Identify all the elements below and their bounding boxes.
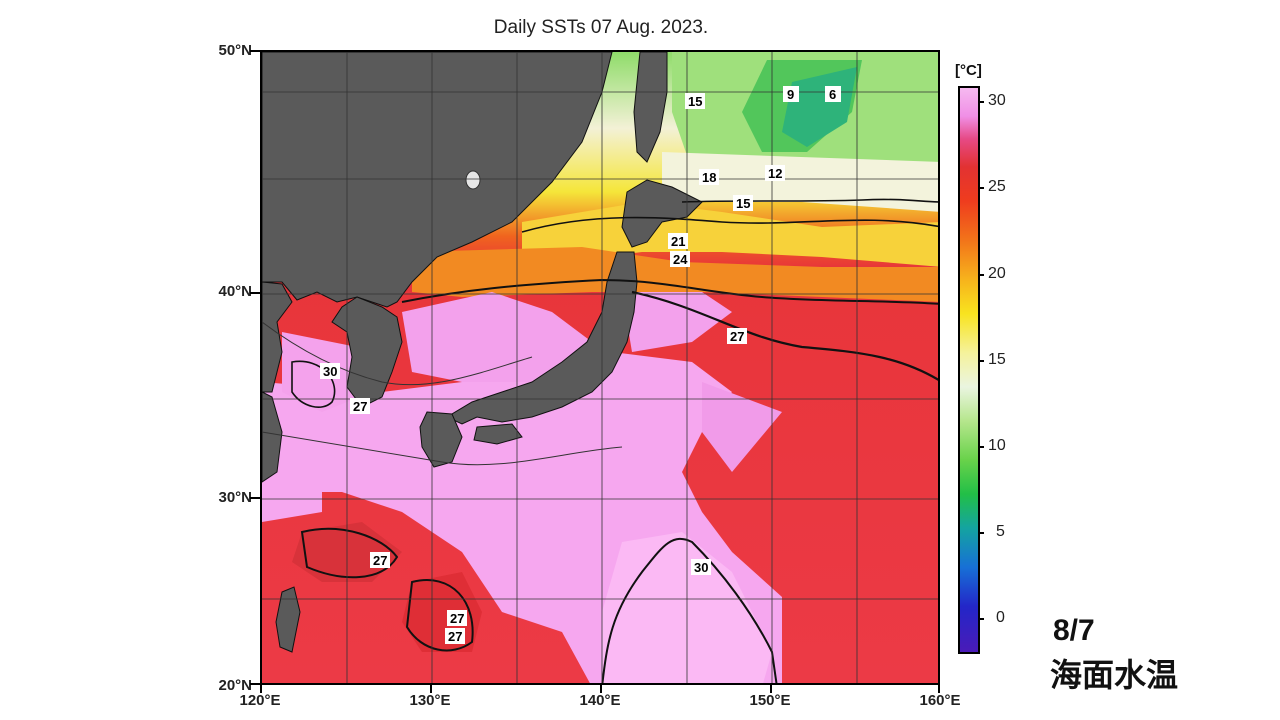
contour-label: 21 [671,234,685,249]
lat-tick [250,497,260,499]
lon-tick [600,685,602,693]
isotherm-24 [401,278,938,305]
colorbar-unit: [°C] [955,62,982,79]
colorbar-label-5: 5 [996,523,1005,540]
lon-label-120e: 120°E [239,692,281,709]
colorbar-tick [978,187,984,189]
land-taiwan [275,586,301,653]
lat-tick [250,50,260,52]
isotherm-27-loop [405,579,474,652]
contour-label: 24 [673,252,688,267]
land-mainland [262,52,613,308]
lon-tick [770,685,772,693]
isotherm-21 [521,216,938,233]
colorbar [958,86,980,654]
colorbar-tick [978,532,984,534]
land-kyushu [419,411,463,468]
isotherm-27 [631,290,938,381]
isotherm-15 [681,198,938,203]
warm-region [402,292,592,382]
lat-tick [250,292,260,294]
lat-label-40n: 40°N [218,283,252,300]
isotherm-thin [262,431,623,466]
contour-label: 6 [829,87,836,102]
warm-region [702,382,782,472]
isotherm-thin [262,321,533,386]
land-sakhalin [633,52,668,163]
lon-label-130e: 130°E [409,692,451,709]
lon-label-140e: 140°E [579,692,621,709]
land-china-coast [262,281,293,393]
contour-label: 15 [736,196,750,211]
colorbar-tick [978,446,984,448]
lon-tick [938,685,940,693]
map-title: Daily SSTs 07 Aug. 2023. [493,17,709,38]
contour-label: 15 [688,94,702,109]
land-honshu [445,251,638,425]
contour-label: 12 [768,166,782,181]
isotherm-27-loop [300,527,399,579]
contour-label: 18 [702,170,716,185]
land-shikoku [473,423,523,445]
pale-band [662,152,938,212]
contour-label: 27 [448,629,462,644]
contour-label: 27 [450,611,464,626]
contour-label: 27 [373,553,387,568]
date-label: 8/7 [1053,614,1095,647]
contour-label: 9 [787,87,794,102]
colorbar-tick [978,360,984,362]
warm-region [622,292,732,352]
colorbar-tick [978,618,984,620]
colorbar-label-10: 10 [988,437,1006,454]
contour-label: 30 [323,364,337,379]
orange-band [412,247,938,302]
sst-map-svg: 15 9 6 18 12 15 21 24 27 30 27 27 27 27 … [262,52,938,683]
lat-label-50n: 50°N [218,42,252,59]
lon-tick [430,685,432,693]
isotherm-30-yellow-sea [291,360,336,408]
colorbar-tick [978,101,984,103]
caption-label: 海面水温 [1050,656,1179,694]
contour-label: 27 [730,329,744,344]
lon-label-160e: 160°E [919,692,961,709]
lat-tick [250,683,260,685]
lat-label-30n: 30°N [218,489,252,506]
isotherm-30 [601,537,778,683]
contour-labels: 15 9 6 18 12 15 21 24 27 30 27 27 27 27 … [320,86,841,644]
contour-label: 27 [353,399,367,414]
colorbar-label-0: 0 [996,609,1005,626]
sst-map: 15 9 6 18 12 15 21 24 27 30 27 27 27 27 … [260,50,940,685]
graticule [262,52,938,683]
colorbar-label-15: 15 [988,351,1006,368]
colorbar-label-30: 30 [988,92,1006,109]
lon-label-150e: 150°E [749,692,791,709]
colorbar-label-25: 25 [988,178,1006,195]
contour-label: 30 [694,560,708,575]
island-small [465,170,481,190]
lat-label-20n: 20°N [218,677,252,694]
lon-tick [260,685,262,693]
colorbar-tick [978,274,984,276]
colorbar-label-20: 20 [988,265,1006,282]
land-china-south [262,391,283,483]
